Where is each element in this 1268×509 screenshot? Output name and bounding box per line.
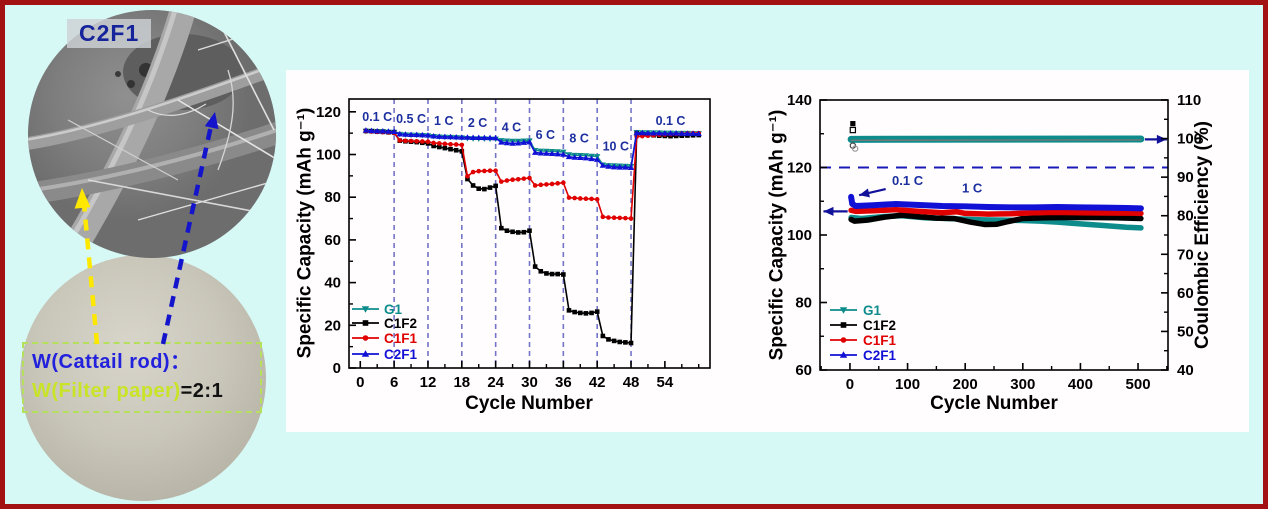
svg-text:500: 500 <box>1126 376 1151 393</box>
svg-text:0: 0 <box>846 376 854 393</box>
filter-paper-disc <box>20 255 266 501</box>
chart2-right-axis-label: Coulombic Efficiency (%) <box>1192 120 1213 350</box>
sem-label: C2F1 <box>67 19 152 48</box>
ratio-line2-value: =2:1 <box>180 380 224 402</box>
svg-text:30: 30 <box>521 374 538 391</box>
svg-text:400: 400 <box>1068 376 1093 393</box>
svg-text:C2F1: C2F1 <box>384 347 418 362</box>
svg-text:8 C: 8 C <box>569 132 588 146</box>
svg-text:80: 80 <box>1177 208 1194 225</box>
svg-text:0: 0 <box>333 360 341 377</box>
rate-capability-chart: 0.1 C 0.5 C 1 C 2 C 4 C 6 C 8 C 10 C 0.1 C G1C1F2… <box>316 98 711 391</box>
svg-text:110: 110 <box>1177 92 1201 109</box>
chart2-y-axis-label: Specific Capacity (mAh g⁻¹) <box>766 109 788 361</box>
svg-text:1 C: 1 C <box>962 180 983 195</box>
svg-text:0.1 C: 0.1 C <box>362 110 392 124</box>
svg-text:10 C: 10 C <box>603 140 629 154</box>
svg-text:24: 24 <box>487 374 504 391</box>
svg-text:200: 200 <box>953 376 978 393</box>
charts-panel <box>286 70 1249 432</box>
svg-text:C2F1: C2F1 <box>863 348 897 363</box>
svg-text:40: 40 <box>324 275 341 292</box>
svg-text:100: 100 <box>787 227 812 244</box>
svg-text:6 C: 6 C <box>536 128 555 142</box>
svg-text:0.1 C: 0.1 C <box>892 173 924 188</box>
svg-text:2 C: 2 C <box>468 116 487 130</box>
svg-text:C1F1: C1F1 <box>384 331 418 346</box>
ratio-line1: W(Cattail rod)： <box>32 351 191 373</box>
svg-text:C1F2: C1F2 <box>384 316 417 331</box>
svg-text:300: 300 <box>1010 376 1035 393</box>
svg-text:36: 36 <box>555 374 572 391</box>
svg-text:12: 12 <box>420 374 437 391</box>
svg-text:80: 80 <box>795 295 812 312</box>
chart1-y-axis-label: Specific Capacity (mAh g⁻¹) <box>294 107 316 359</box>
svg-text:120: 120 <box>787 160 812 177</box>
ratio-line2-filter-paper: W(Filter paper) <box>32 380 181 402</box>
svg-text:18: 18 <box>453 374 470 391</box>
svg-text:60: 60 <box>795 362 812 379</box>
svg-text:1 C: 1 C <box>434 114 453 128</box>
svg-text:120: 120 <box>316 104 341 121</box>
svg-text:54: 54 <box>657 374 674 391</box>
svg-text:100: 100 <box>895 376 920 393</box>
svg-text:60: 60 <box>324 232 341 249</box>
ratio-line2: W(Filter paper)=2:1 <box>32 377 260 405</box>
svg-text:0.1 C: 0.1 C <box>656 114 686 128</box>
sem-texture <box>28 10 276 258</box>
svg-text:50: 50 <box>1177 323 1194 340</box>
sem-image <box>28 10 276 258</box>
svg-text:70: 70 <box>1177 246 1194 263</box>
svg-text:0: 0 <box>356 374 364 391</box>
svg-text:0.5 C: 0.5 C <box>396 112 426 126</box>
svg-text:42: 42 <box>589 374 606 391</box>
svg-text:80: 80 <box>324 189 341 206</box>
svg-text:40: 40 <box>1177 362 1194 379</box>
svg-text:90: 90 <box>1177 169 1194 186</box>
svg-text:48: 48 <box>623 374 640 391</box>
chart2-x-axis-label: Cycle Number <box>930 393 1058 414</box>
svg-text:G1: G1 <box>384 302 403 317</box>
svg-text:140: 140 <box>787 92 812 109</box>
svg-text:G1: G1 <box>863 303 882 318</box>
svg-text:4 C: 4 C <box>502 120 521 134</box>
svg-text:60: 60 <box>1177 285 1194 302</box>
svg-text:100: 100 <box>316 147 341 164</box>
chart1-x-axis-label: Cycle Number <box>465 393 593 414</box>
svg-text:C1F1: C1F1 <box>863 333 897 348</box>
svg-text:6: 6 <box>390 374 398 391</box>
svg-text:100: 100 <box>1177 131 1202 148</box>
svg-text:20: 20 <box>324 317 341 334</box>
svg-text:C1F2: C1F2 <box>863 318 896 333</box>
ratio-annotation-box: W(Cattail rod)： W(Filter paper)=2:1 <box>22 342 262 413</box>
